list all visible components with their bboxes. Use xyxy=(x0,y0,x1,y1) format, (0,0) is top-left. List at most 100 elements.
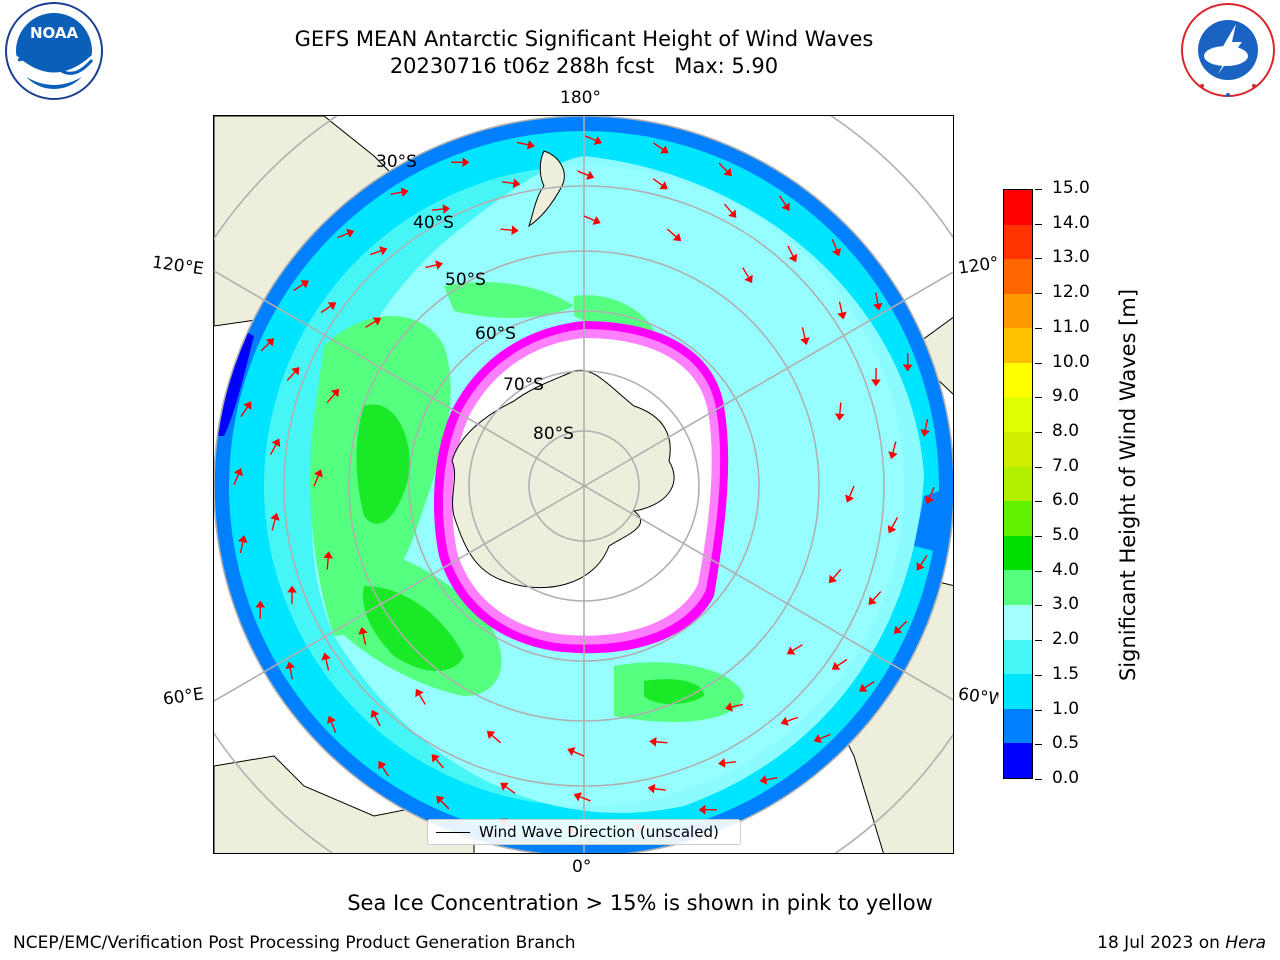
lon-label-0: 0° xyxy=(572,857,592,877)
wind-wave-arrowhead xyxy=(832,248,842,257)
nws-logo xyxy=(1181,3,1275,97)
wind-wave-arrow xyxy=(313,474,320,487)
wind-wave-arrow xyxy=(516,141,529,146)
wind-wave-arrowhead xyxy=(672,232,682,242)
wind-wave-arrow xyxy=(742,267,750,279)
colorbar-tick xyxy=(1035,605,1042,607)
map-frame xyxy=(213,115,954,854)
colorbar-segment xyxy=(1004,708,1032,744)
wind-wave-arrow xyxy=(439,799,450,810)
wind-wave-arrow xyxy=(504,785,516,794)
colorbar-tick xyxy=(1035,466,1042,468)
wind-wave-arrow xyxy=(653,142,664,151)
wind-wave-arrowhead xyxy=(845,494,855,503)
wind-wave-arrowhead xyxy=(436,795,445,805)
wind-wave-arrow xyxy=(271,518,276,531)
colorbar-title: Significant Height of Wind Waves [m] xyxy=(1116,288,1140,682)
graticule xyxy=(214,116,953,853)
wind-wave-arrow xyxy=(500,228,513,231)
wind-wave-arrowhead xyxy=(372,317,382,326)
wind-wave-arrowhead xyxy=(893,625,903,634)
wind-wave-arrowhead xyxy=(327,302,337,311)
wind-wave-arrowhead xyxy=(435,260,444,270)
wind-wave-arrow xyxy=(233,473,240,485)
wind-wave-arrowhead xyxy=(567,747,576,757)
map-title: GEFS MEAN Antarctic Significant Height o… xyxy=(294,27,874,51)
wind-wave-arrowhead xyxy=(321,652,331,661)
wind-wave-arrow xyxy=(374,715,381,727)
wind-wave-arrowhead xyxy=(323,551,334,559)
colorbar-tick-label: 1.5 xyxy=(1052,663,1080,684)
wind-wave-arrow xyxy=(390,191,403,195)
colorbar-segment xyxy=(1004,432,1032,467)
wind-wave-arrow xyxy=(579,795,591,802)
wind-wave-arrowhead xyxy=(788,253,798,263)
wind-wave-arrowhead xyxy=(330,388,340,398)
footer-host: Hera xyxy=(1225,933,1266,953)
wind-wave-arrow xyxy=(269,443,277,455)
colorbar-segment xyxy=(1004,570,1032,606)
wind-wave-arrowhead xyxy=(813,734,822,744)
wind-wave-arrow xyxy=(293,283,305,292)
colorbar-tick-label: 0.0 xyxy=(1052,768,1080,788)
wind-wave-arrowhead xyxy=(698,804,706,815)
wind-wave-arrowhead xyxy=(238,535,248,543)
colorbar-tick-label: 10.0 xyxy=(1052,351,1090,372)
wind-wave-arrowhead xyxy=(378,761,387,770)
wind-wave-arrowhead xyxy=(233,467,243,477)
colorbar-segment xyxy=(1004,259,1032,294)
colorbar-segment xyxy=(1004,743,1032,778)
wind-wave-arrow xyxy=(891,517,899,529)
wind-wave-arrow xyxy=(924,418,929,431)
colorbar-tick xyxy=(1035,258,1042,260)
wind-wave-arrowhead xyxy=(925,495,935,505)
wind-wave-arrowhead xyxy=(728,209,737,218)
patch-green-4 xyxy=(363,586,464,671)
colorbar-tick xyxy=(1035,779,1042,780)
wind-wave-arrow xyxy=(425,264,438,269)
wind-wave-arrowhead xyxy=(868,596,877,605)
sea-ice-note: Sea Ice Concentration > 15% is shown in … xyxy=(347,891,933,915)
wind-wave-arrowhead xyxy=(781,202,790,211)
colorbar xyxy=(1003,189,1033,779)
wind-wave-arrow xyxy=(872,591,882,601)
lon-label-180: 180° xyxy=(560,88,601,108)
wind-wave-arrowhead xyxy=(837,311,847,320)
wind-wave-arrowhead xyxy=(431,754,440,763)
wind-wave-arrow xyxy=(928,487,935,499)
wind-wave-arrowhead xyxy=(500,782,509,791)
wind-wave-arrowhead xyxy=(744,274,753,284)
wind-wave-arrowhead xyxy=(888,451,898,460)
wind-wave-arrow xyxy=(801,327,806,340)
lat-label-70s: 70°S xyxy=(503,375,544,395)
wind-wave-arrow xyxy=(839,402,842,415)
wind-wave-arrow xyxy=(836,658,848,667)
wind-wave-arrow xyxy=(289,667,293,680)
wind-wave-arrow xyxy=(577,170,589,177)
patch-green-7 xyxy=(444,282,574,318)
wind-wave-arrowhead xyxy=(527,140,535,150)
wind-wave-arrowhead xyxy=(586,170,595,180)
wind-wave-arrow xyxy=(786,716,798,723)
colorbar-tick xyxy=(1035,536,1042,538)
polar-map xyxy=(214,116,953,853)
footer-credit: NCEP/EMC/Verification Post Processing Pr… xyxy=(13,933,576,953)
wind-wave-arrowhead xyxy=(718,758,726,768)
wind-wave-arrowhead xyxy=(326,715,336,724)
wind-wave-arrow xyxy=(491,734,502,744)
wind-wave-arrowhead xyxy=(759,775,768,785)
wind-wave-arrowhead xyxy=(486,730,496,740)
noaa-logo-text: NOAA xyxy=(30,24,79,42)
wind-wave-arrow xyxy=(863,680,875,689)
wind-wave-arrowhead xyxy=(920,429,930,437)
wind-wave-arrowhead xyxy=(300,280,309,289)
wind-wave-arrowhead xyxy=(649,736,657,747)
patch-green-6 xyxy=(644,679,704,705)
wind-wave-arrowhead xyxy=(346,228,355,238)
colorbar-tick-label: 12.0 xyxy=(1052,282,1090,303)
wind-wave-arrow xyxy=(365,320,377,328)
wind-wave-arrow xyxy=(502,181,515,185)
lon-label-60w: 60°W xyxy=(956,684,1000,710)
wind-wave-arrow xyxy=(286,371,296,381)
wind-wave-arrow xyxy=(653,787,666,791)
